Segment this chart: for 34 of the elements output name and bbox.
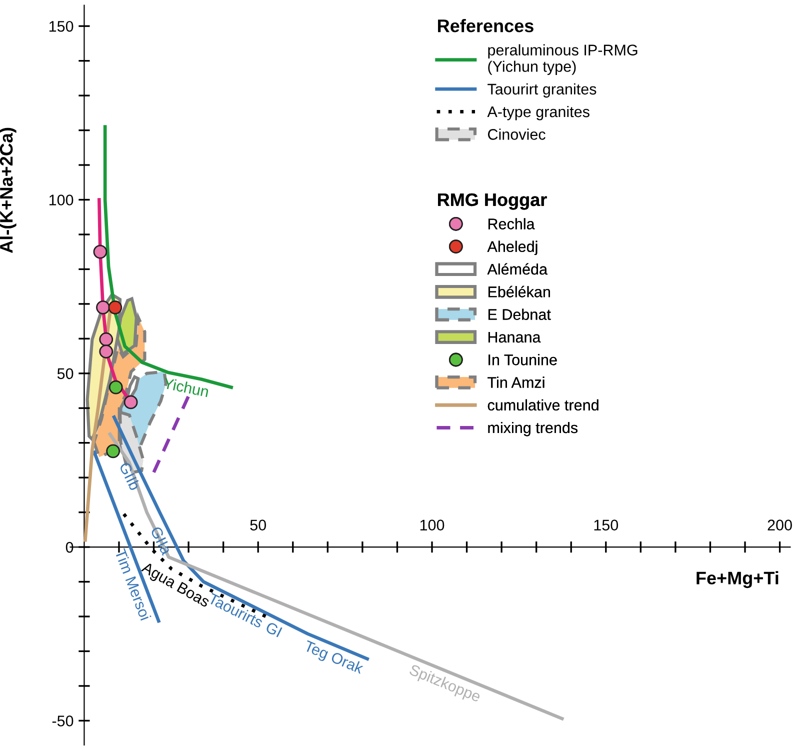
legend-label: Taourirt granites [488, 83, 596, 98]
x-tick-label: 150 [594, 520, 618, 530]
legend-label: In Tounine [488, 354, 557, 366]
legend-label: Aheledj [487, 240, 538, 256]
x-tick-label: 50 [250, 520, 266, 530]
legend-label: E Debnat [488, 308, 551, 320]
y-tick-label: 50 [57, 368, 74, 380]
y-tick-label: -50 [52, 716, 74, 726]
x-tick-label: 200 [768, 520, 792, 530]
legend-label: peraluminous IP-RMG (Yichun type) [488, 44, 638, 75]
text: References [438, 19, 534, 32]
legend-label: Rechla [488, 218, 535, 230]
legend-label: A-type granites [487, 106, 590, 120]
annotation: GIIa [150, 526, 172, 556]
legend-label: Tin Amzi [488, 376, 544, 388]
legend-label: Ebélékan [488, 286, 550, 298]
annotation: Teg Orak [302, 640, 365, 677]
legend-label: Hanana [488, 332, 541, 343]
point [93, 244, 108, 259]
annotation: GIIb [118, 461, 142, 491]
legend-label: mixing trends [488, 422, 578, 436]
point [96, 300, 110, 314]
y-tick-label: 150 [49, 20, 74, 32]
legend-label: Aléméda [487, 263, 548, 275]
legend-label: Cinoviec [488, 128, 546, 140]
y-tick-label: 0 [66, 542, 74, 553]
x-tick-label: 100 [420, 520, 444, 530]
text: RMG Hoggar [438, 193, 547, 210]
x-axis-title: Fe+Mg+Ti [696, 571, 778, 588]
annotation: GI [265, 622, 282, 638]
y-tick-label: 100 [49, 194, 74, 206]
annotation: Yichun [162, 377, 210, 398]
point [108, 300, 122, 314]
legend-label: cumulative trend [488, 399, 598, 411]
